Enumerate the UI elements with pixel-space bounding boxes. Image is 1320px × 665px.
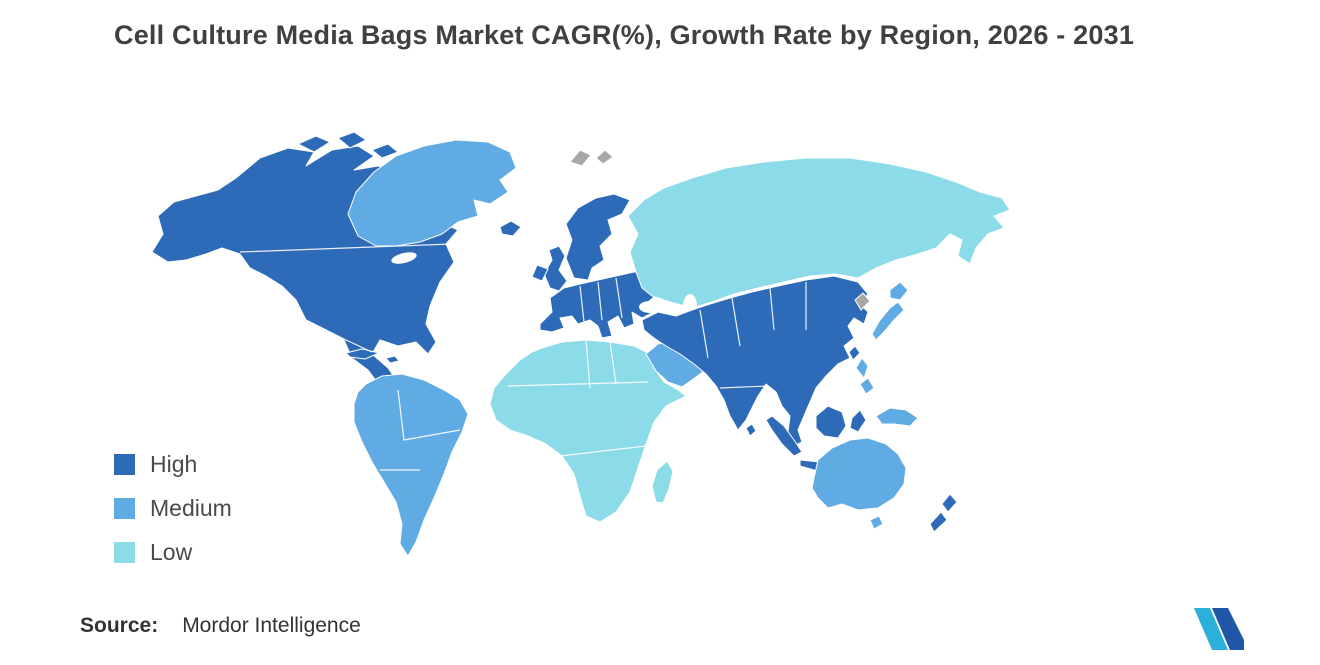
legend-label-low: Low — [150, 539, 193, 565]
source-value: Mordor Intelligence — [182, 614, 361, 637]
legend: High Medium Low — [114, 451, 232, 583]
region-sri-lanka — [745, 423, 757, 437]
region-japan — [871, 281, 909, 341]
legend-label-medium: Medium — [150, 495, 232, 521]
source-line: Source: Mordor Intelligence — [80, 614, 361, 638]
legend-swatch-high — [114, 454, 135, 475]
region-north-korea — [854, 292, 871, 311]
mordor-intelligence-logo — [1186, 596, 1252, 662]
country-borders — [239, 243, 807, 471]
logo-shape-left — [1194, 608, 1228, 650]
legend-label-high: High — [150, 451, 198, 477]
region-philippines — [855, 357, 875, 395]
region-svalbard — [569, 149, 614, 167]
legend-swatch-medium — [114, 498, 135, 519]
black-sea — [639, 301, 661, 313]
region-australia — [811, 437, 907, 511]
region-scandinavia — [565, 193, 631, 281]
legend-item-high: High — [114, 451, 232, 478]
region-new-guinea — [875, 407, 919, 427]
legend-swatch-low — [114, 542, 135, 563]
region-united-kingdom — [543, 245, 568, 292]
region-madagascar — [651, 460, 674, 504]
great-lakes — [391, 252, 417, 264]
region-arctic-islands — [297, 131, 399, 159]
region-south-america — [353, 373, 469, 557]
region-tasmania — [869, 515, 884, 530]
region-new-zealand — [929, 493, 958, 533]
region-europe-mainland — [539, 271, 665, 339]
region-ireland — [531, 264, 549, 282]
region-taiwan — [848, 345, 861, 361]
region-greenland — [347, 139, 517, 247]
region-asia-high — [641, 275, 869, 447]
region-cuba — [345, 348, 400, 364]
logo-shape-right — [1212, 608, 1244, 650]
region-iceland — [499, 220, 522, 237]
legend-item-low: Low — [114, 539, 232, 566]
legend-item-medium: Medium — [114, 495, 232, 522]
chart-title: Cell Culture Media Bags Market CAGR(%), … — [114, 20, 1135, 50]
source-label: Source: — [80, 614, 159, 637]
